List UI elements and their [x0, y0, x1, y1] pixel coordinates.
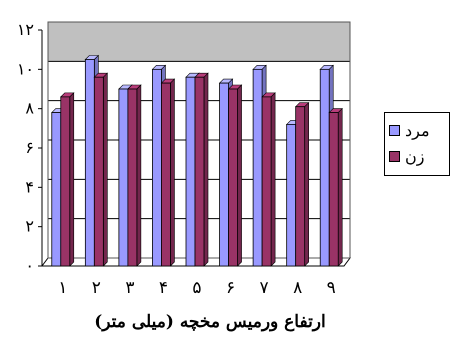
- bar-women: [228, 88, 238, 267]
- y-tick-label: ۶: [25, 138, 34, 157]
- legend-swatch-men: [389, 124, 400, 136]
- legend-item-women: زن: [389, 145, 424, 167]
- y-tick-label: ۱۲: [17, 20, 34, 39]
- bar-men: [84, 59, 95, 267]
- bar-side-women: [237, 84, 242, 267]
- legend-label-women: زن: [405, 146, 425, 166]
- bar-women: [127, 88, 138, 267]
- x-tick-label: ۹: [327, 278, 336, 298]
- x-tick-label: ۸: [293, 278, 302, 298]
- bar-side-women: [103, 72, 108, 267]
- bar-women: [328, 112, 339, 267]
- bar-side-women: [170, 78, 175, 267]
- bar-men: [118, 88, 129, 267]
- bar-side-women: [337, 107, 343, 267]
- bar-women: [261, 96, 272, 267]
- legend-label-men: مرد: [405, 120, 430, 140]
- bar-side-women: [69, 92, 75, 267]
- bar-men: [185, 76, 196, 267]
- plot-background: [48, 22, 350, 62]
- x-tick-label: ۲: [92, 278, 101, 298]
- bar-women: [194, 76, 205, 267]
- x-axis-title: ارتفاع ورمیس مخچه (میلی متر): [94, 312, 326, 332]
- bar-side-women: [304, 101, 309, 267]
- legend-item-men: مرد: [389, 119, 430, 141]
- bar-women: [60, 96, 71, 267]
- bar-women: [93, 76, 104, 267]
- x-tick-label: ۴: [159, 278, 168, 298]
- x-tick-label: ۶: [226, 278, 235, 298]
- x-tick-label: ۷: [260, 278, 269, 298]
- y-tick-label: ۲: [25, 217, 34, 236]
- y-tick-label: ۰: [25, 256, 34, 275]
- bar-men: [319, 68, 330, 267]
- bar-men: [51, 112, 62, 267]
- legend: مرد زن: [384, 112, 450, 176]
- x-tick-label: ۳: [125, 278, 134, 298]
- bar-men: [152, 68, 162, 267]
- bar-men: [252, 68, 263, 267]
- y-tick-label: ۴: [25, 177, 34, 196]
- x-tick-label: ۱: [58, 278, 67, 298]
- bar-side-women: [270, 92, 276, 267]
- y-tick-label: ۱۰: [17, 59, 34, 78]
- x-tick-label: ۵: [192, 278, 201, 298]
- bar-women: [161, 82, 171, 267]
- bar-side-women: [203, 72, 209, 267]
- bar-side-women: [136, 84, 142, 267]
- bar-men: [219, 82, 229, 267]
- legend-swatch-women: [389, 150, 400, 162]
- y-tick-label: ۸: [25, 99, 34, 118]
- bar-women: [295, 106, 306, 267]
- bar-men: [286, 124, 297, 267]
